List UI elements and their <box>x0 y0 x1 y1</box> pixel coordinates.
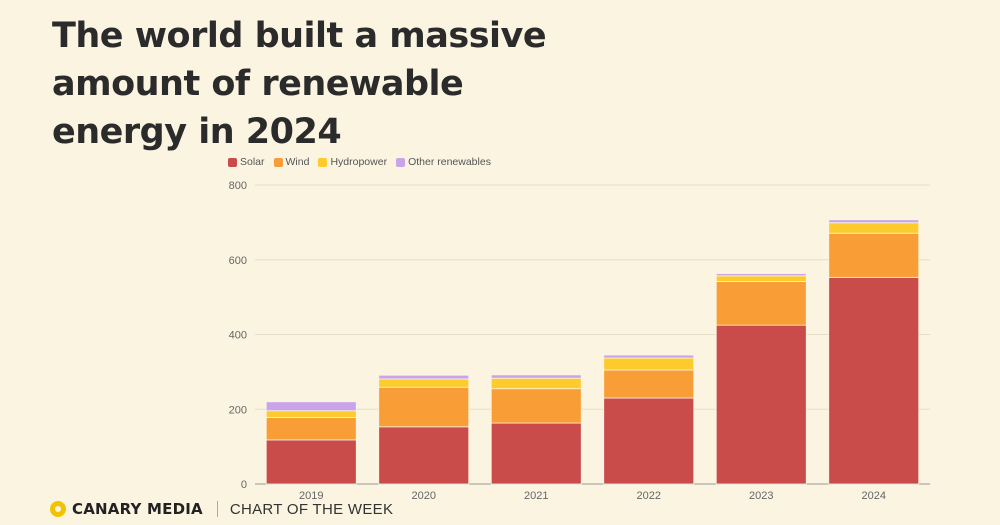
x-tick-label: 2020 <box>412 490 436 502</box>
legend-label-other: Other renewables <box>408 156 491 168</box>
legend-swatch-wind <box>273 157 283 167</box>
y-tick-label: 600 <box>229 255 247 267</box>
legend-swatch-solar <box>228 157 237 167</box>
canary-logo-icon <box>50 501 66 517</box>
bar-segment-solar-2023 <box>715 324 807 485</box>
x-tick-label: 2022 <box>637 490 661 502</box>
bar-segment-solar-2020 <box>378 426 470 485</box>
footer-tagline: CHART OF THE WEEK <box>229 500 394 518</box>
legend-swatch-hydropower <box>318 157 328 167</box>
bar-segment-hydropower-2023 <box>715 275 807 282</box>
legend-swatch-other <box>396 157 406 167</box>
bar-segment-wind-2021 <box>490 388 582 424</box>
legend-item-wind: Wind <box>273 156 310 168</box>
legend-item-other: Other renewables <box>396 156 491 168</box>
bar-segment-wind-2020 <box>378 386 470 428</box>
bar-segment-other-renewables-2022 <box>603 354 695 359</box>
bar-segment-hydropower-2022 <box>603 357 695 371</box>
footer-divider <box>216 501 218 517</box>
bar-segment-wind-2024 <box>828 232 920 278</box>
bar-segment-solar-2024 <box>828 276 920 485</box>
y-tick-label: 800 <box>229 180 247 192</box>
bar-segment-solar-2022 <box>603 397 695 485</box>
legend-label-hydropower: Hydropower <box>330 156 388 168</box>
bar-segment-hydropower-2024 <box>828 222 920 234</box>
y-tick-label: 0 <box>241 479 247 491</box>
brand-name: CANARY MEDIA <box>72 500 203 518</box>
bar-segment-other-renewables-2020 <box>378 374 470 380</box>
legend-label-solar: Solar <box>240 156 265 168</box>
x-tick-label: 2024 <box>862 490 886 502</box>
bar-segment-wind-2022 <box>603 369 695 399</box>
y-tick-label: 400 <box>229 330 247 342</box>
bar-segment-wind-2023 <box>715 281 807 326</box>
x-tick-label: 2023 <box>749 490 773 502</box>
legend-item-solar: Solar <box>228 156 265 168</box>
page-title: The world built a massive amount of rene… <box>52 16 547 152</box>
chart-legend: Solar Wind Hydropower Other renewables <box>228 156 491 168</box>
x-tick-label: 2021 <box>524 490 548 502</box>
bar-segment-other-renewables-2021 <box>490 374 582 379</box>
footer: CANARY MEDIA CHART OF THE WEEK <box>50 496 393 522</box>
bar-segment-other-renewables-2019 <box>265 401 357 412</box>
y-tick-label: 200 <box>229 404 247 416</box>
bar-segment-hydropower-2020 <box>378 378 470 388</box>
bar-segment-other-renewables-2024 <box>828 219 920 224</box>
bar-segment-hydropower-2021 <box>490 377 582 390</box>
legend-item-hydropower: Hydropower <box>318 156 387 168</box>
bar-segment-hydropower-2019 <box>265 410 357 418</box>
bar-segment-other-renewables-2023 <box>715 273 807 277</box>
bar-segment-solar-2021 <box>490 422 582 485</box>
bar-segment-wind-2019 <box>265 417 357 441</box>
bar-segment-solar-2019 <box>265 439 357 485</box>
x-tick-label: 2019 <box>299 490 323 502</box>
legend-label-wind: Wind <box>285 156 310 168</box>
